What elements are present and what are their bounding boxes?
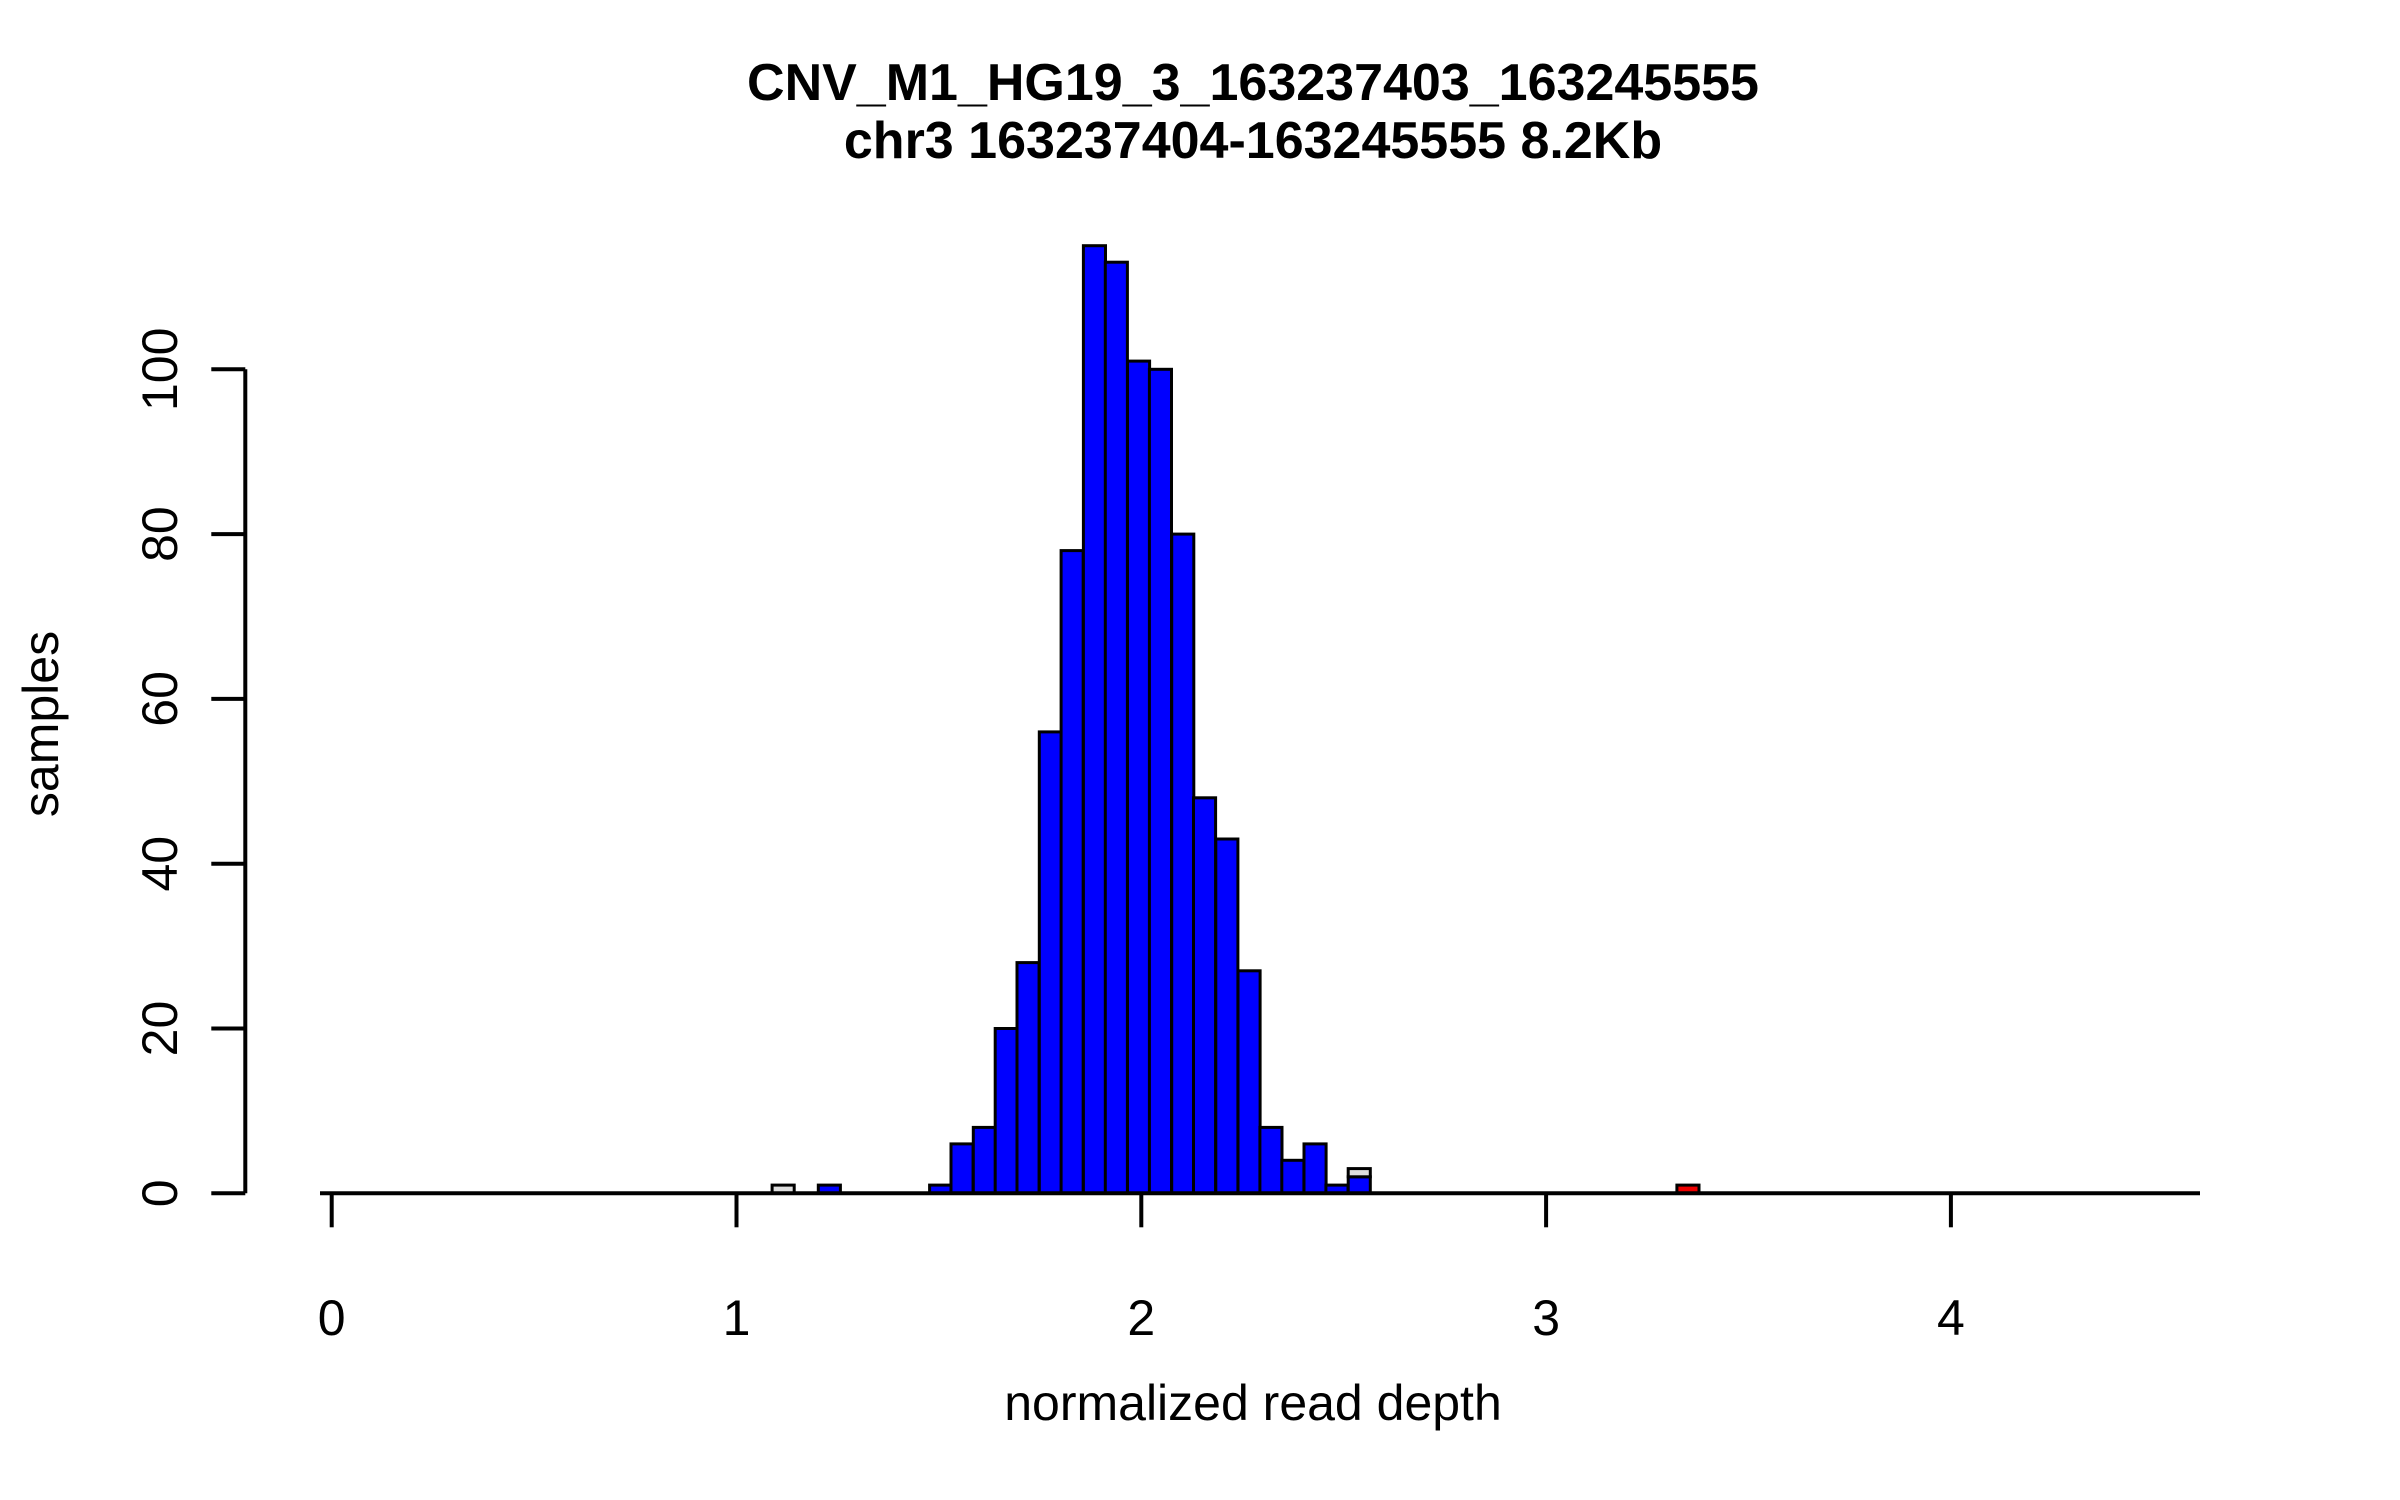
y-tick-label: 100 (132, 328, 188, 411)
x-axis-label: normalized read depth (1004, 1375, 1502, 1431)
histogram-bar (1346, 1167, 1372, 1179)
x-tick-label: 4 (1937, 1290, 1965, 1346)
histogram-bar (1103, 260, 1129, 1195)
histogram-bar (1214, 837, 1240, 1195)
x-tick-label: 1 (723, 1290, 751, 1346)
histogram-bar (1081, 244, 1108, 1195)
y-tick-label: 60 (132, 671, 188, 727)
y-tick-label: 0 (132, 1179, 188, 1207)
y-axis: 0 20 40 60 80 100 (132, 328, 248, 1207)
y-axis-label: samples (13, 631, 69, 817)
histogram-bar (1059, 549, 1085, 1195)
x-tick-label: 3 (1532, 1290, 1560, 1346)
histogram-bar (1147, 367, 1174, 1195)
chart-title-line1: CNV_M1_HG19_3_163237403_163245555 (747, 54, 1759, 112)
histogram-bar (1236, 969, 1262, 1195)
histogram-bar (971, 1125, 997, 1195)
histogram-bar (1280, 1158, 1306, 1195)
chart-title-line2: chr3 163237404-163245555 8.2Kb (844, 112, 1662, 170)
histogram-bar (1258, 1125, 1284, 1195)
x-tick-label: 0 (318, 1290, 346, 1346)
histogram-bar (1346, 1175, 1372, 1195)
y-tick-label: 20 (132, 1001, 188, 1057)
histogram-bar (1015, 961, 1041, 1195)
histogram-bar (1192, 796, 1218, 1195)
histogram-bar (1037, 730, 1063, 1195)
histogram-bar (1126, 359, 1152, 1195)
histogram-bar (993, 1027, 1019, 1195)
y-tick-label: 80 (132, 506, 188, 562)
x-tick-label: 2 (1127, 1290, 1155, 1346)
histogram-bar (949, 1142, 975, 1195)
histogram-bar (1302, 1142, 1328, 1195)
x-axis: 0 1 2 3 4 (318, 1191, 2200, 1346)
y-tick-label: 40 (132, 836, 188, 892)
histogram-bar (1170, 532, 1196, 1195)
